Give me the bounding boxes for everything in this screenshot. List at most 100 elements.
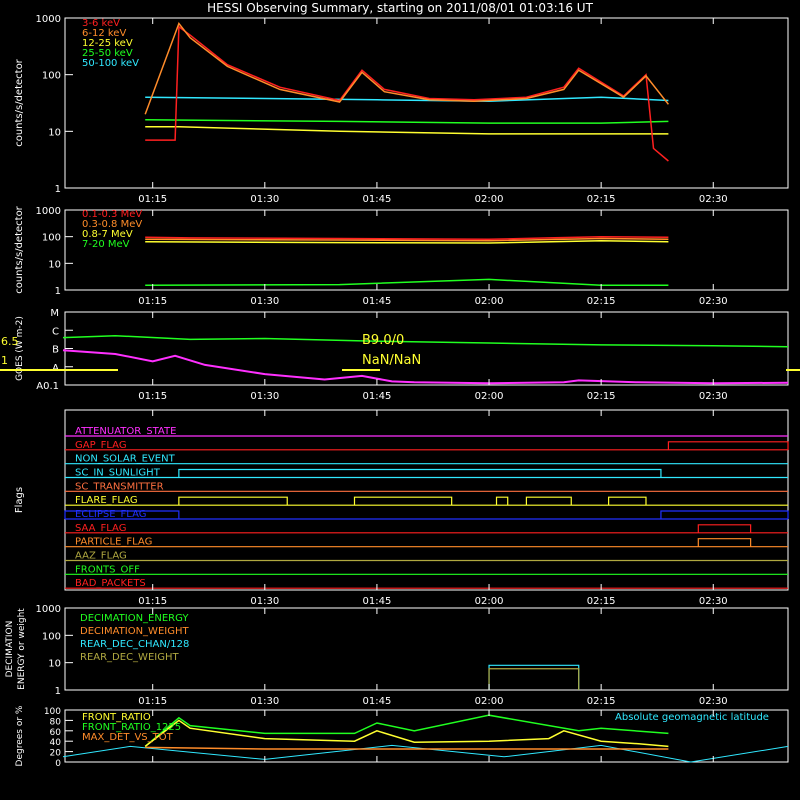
low-energy-legend-entry: 3-6 keV	[82, 18, 120, 29]
high-energy-ytick-label: 10	[48, 259, 61, 270]
high-energy-series-3	[145, 278, 669, 287]
decimation-xtick-label: 02:30	[699, 696, 728, 707]
flag-segment	[353, 496, 453, 506]
flags-xtick-label: 01:45	[363, 596, 392, 607]
goes-ytick-label: A0.1	[36, 381, 59, 392]
decimation-xtick-label: 01:15	[138, 696, 167, 707]
flag-segment	[660, 510, 789, 519]
goes-xtick-label: 01:45	[363, 391, 392, 402]
high-energy-ytick-label: 100	[42, 233, 61, 244]
flag-segment	[697, 538, 752, 547]
ratios-ytick-label: 100	[44, 707, 61, 717]
high-energy-legend-entry: 0.8-7 MeV	[82, 229, 133, 240]
chart-title: HESSI Observing Summary, starting on 201…	[207, 1, 593, 15]
decimation-legend-entry: REAR_DEC_WEIGHT	[80, 652, 179, 663]
ratios-frame	[64, 709, 789, 763]
low-energy-ylabel: counts/s/detector	[14, 58, 25, 146]
low-energy-series-1	[144, 21, 669, 115]
low-energy-series-3	[145, 119, 669, 124]
ratios-series-3	[62, 744, 789, 763]
high-energy-ytick-label: 1000	[36, 206, 61, 217]
goes-ytick-label: B	[52, 345, 59, 356]
low-energy-legend-entry: 12-25 keV	[82, 38, 133, 49]
goes-xtick-label: 01:30	[250, 391, 279, 402]
decimation-ylabel-1: DECIMATION	[5, 621, 15, 678]
low-energy-legend-entry: 50-100 keV	[82, 58, 139, 69]
ratios-ytick-label: 80	[50, 717, 62, 727]
flag-label: SC_IN_SUNLIGHT	[75, 468, 161, 479]
low-energy-legend-entry: 25-50 keV	[82, 48, 133, 59]
high-energy-xtick-label: 02:00	[475, 296, 504, 307]
high-energy-frame	[64, 209, 789, 291]
high-energy-legend-entry: 7-20 MeV	[82, 239, 130, 250]
high-energy-ytick-label: 1	[55, 286, 61, 297]
decimation-ytick-label: 100	[42, 631, 61, 642]
high-energy-xtick-label: 01:15	[138, 296, 167, 307]
flag-label: NON_SOLAR_EVENT	[75, 454, 176, 465]
goes-xtick-label: 02:30	[699, 391, 728, 402]
flag-segment	[178, 496, 288, 506]
ratios-legend-entry: FRONT_RATIO_1225	[82, 722, 181, 733]
low-energy-ytick-label: 1	[55, 184, 61, 195]
low-energy-xtick-label: 02:30	[699, 194, 728, 205]
flags-xtick-label: 02:30	[699, 596, 728, 607]
flag-segment	[64, 510, 180, 519]
high-energy-legend-entry: 0.1-0.3 MeV	[82, 209, 142, 220]
low-energy-series-2	[145, 126, 669, 135]
flags-frame	[64, 409, 789, 591]
high-energy-series-1	[145, 237, 669, 242]
goes-xtick-label: 02:15	[587, 391, 616, 402]
flag-label: SAA_FLAG	[75, 523, 126, 534]
low-energy-series-0	[145, 25, 669, 162]
low-energy-ytick-label: 10	[48, 127, 61, 138]
goes-side-label-1: 6.5	[1, 335, 19, 348]
high-energy-xtick-label: 02:15	[587, 296, 616, 307]
flags-xtick-label: 01:30	[250, 596, 279, 607]
goes-side-label-2: 1	[1, 354, 8, 367]
high-energy-xtick-label: 02:30	[699, 296, 728, 307]
flag-label: FRONTS_OFF	[75, 564, 140, 575]
goes-short-series	[62, 349, 789, 385]
ratios-ytick-label: 40	[50, 738, 62, 748]
flags-xtick-label: 01:15	[138, 596, 167, 607]
goes-ytick-label: A	[52, 363, 59, 374]
high-energy-legend-entry: 0.3-0.8 MeV	[82, 219, 142, 230]
goes-xtick-label: 01:15	[138, 391, 167, 402]
goes-annotation-class: B9.0/0	[362, 333, 404, 348]
ratios-legend-entry: MAX_DET_VS_TOT	[82, 732, 174, 743]
high-energy-series-2	[145, 240, 669, 244]
flag-segment	[667, 441, 789, 450]
low-energy-legend-entry: 6-12 keV	[82, 28, 126, 39]
flag-label: FLARE_FLAG	[75, 495, 138, 506]
flag-segment	[495, 496, 509, 506]
ratios-ytick-label: 0	[55, 759, 61, 769]
ratios-series-1	[144, 714, 669, 747]
flag-label: SC_TRANSMITTER	[75, 481, 164, 492]
ratios-series-2	[145, 746, 669, 750]
high-energy-xtick-label: 01:45	[363, 296, 392, 307]
flag-segment	[525, 496, 572, 506]
flag-label: ECLIPSE_FLAG	[75, 509, 146, 520]
flag-label: PARTICLE_FLAG	[75, 537, 152, 548]
high-energy-ylabel: counts/s/detector	[14, 205, 25, 293]
flag-segment	[178, 468, 662, 478]
high-energy-xtick-label: 01:30	[250, 296, 279, 307]
decimation-ytick-label: 1000	[36, 604, 61, 615]
flags-ylabel: Flags	[14, 487, 25, 513]
decimation-ytick-label: 10	[48, 659, 61, 670]
flag-label: AAZ_FLAG	[75, 551, 127, 562]
flag-label: ATTENUATOR_STATE	[75, 426, 176, 437]
flag-label: GAP_FLAG	[75, 440, 127, 451]
low-energy-xtick-label: 01:30	[250, 194, 279, 205]
decimation-legend-entry: DECIMATION_ENERGY	[80, 613, 189, 624]
decimation-xtick-label: 02:15	[587, 696, 616, 707]
low-energy-xtick-label: 01:45	[363, 194, 392, 205]
flags-xtick-label: 02:15	[587, 596, 616, 607]
goes-annotation-nan: NaN/NaN	[362, 353, 421, 368]
flag-segment	[608, 496, 647, 506]
flag-label: BAD_PACKETS	[75, 578, 146, 589]
decimation-frame	[64, 607, 789, 691]
low-energy-xtick-label: 01:15	[138, 194, 167, 205]
